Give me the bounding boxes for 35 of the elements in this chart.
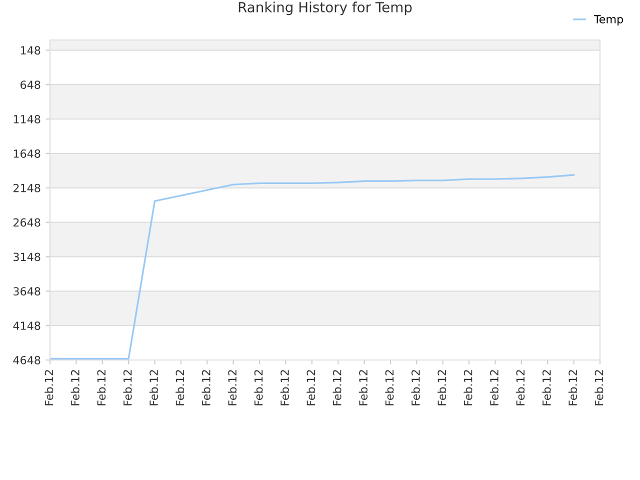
x-tick-label: Feb.12 [490,370,498,406]
y-tick-label: 4648 [13,356,40,364]
y-tick-label: 3148 [14,252,40,262]
y-tick-label: 1148 [14,115,40,124]
x-tick-label: Feb.12 [70,370,80,406]
y-tick-label: 2148 [14,184,40,192]
x-tick-label: Feb.12 [437,370,446,406]
x-tick-label: Feb.12 [123,370,132,406]
x-tick-label: Feb.12 [149,370,158,406]
chart-title: Ranking History for Temp [238,2,412,16]
y-tick-label: 1648 [14,149,40,158]
x-tick-label: Feb.12 [411,370,420,406]
x-tick-label: Feb.12 [464,370,472,406]
x-tick-label: Feb.12 [385,370,394,406]
line-series [50,174,575,360]
x-tick-label: Feb.12 [228,370,237,406]
x-tick-label: Feb.12 [542,370,551,406]
x-tick-label: Feb.12 [280,370,289,406]
x-tick-label: Feb.12 [594,370,604,406]
x-tick-label: Feb.12 [358,370,368,406]
y-tick-label: 3648 [14,287,40,296]
x-tick-label: Feb.12 [516,370,525,406]
x-tick-label: Feb.12 [97,370,106,406]
legend-label: Temp [594,15,623,26]
x-tick-label: Feb.12 [254,370,263,406]
y-tick-label: 4148 [13,322,40,330]
y-tick-label: 648 [20,80,40,89]
x-tick-label: Feb.12 [306,370,316,406]
x-tick-label: Feb.12 [176,370,184,406]
x-tick-label: Feb.12 [332,370,342,406]
x-tick-label: Feb.12 [202,370,210,406]
x-tick-label: Feb.12 [44,370,54,406]
x-tick-label: Feb.12 [568,370,578,406]
y-tick-label: 2648 [14,218,40,227]
y-tick-label: 148 [20,46,40,55]
